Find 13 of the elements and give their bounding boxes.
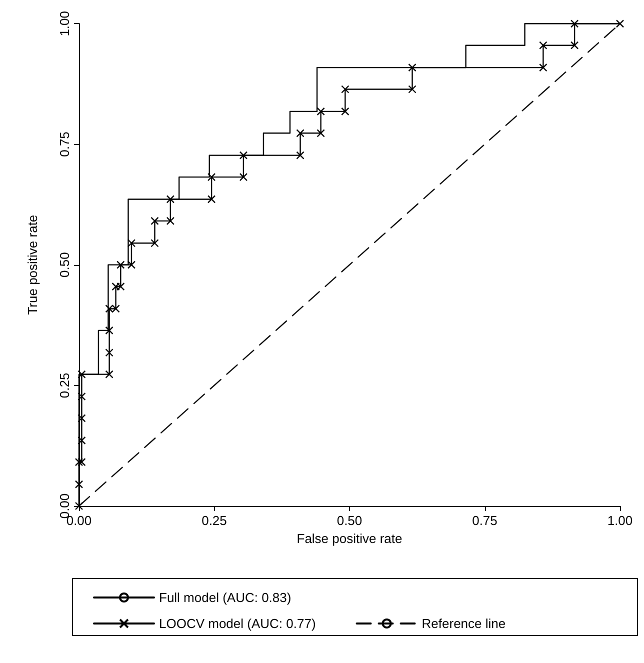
x-axis-title: False positive rate <box>296 530 402 546</box>
y-tick-label: 1.00 <box>57 10 72 36</box>
legend-label: LOOCV model (AUC: 0.77) <box>159 616 316 631</box>
y-tick-label: 0.25 <box>57 372 72 398</box>
y-tick-label: 0.75 <box>57 132 72 157</box>
y-axis-title: True positive rate <box>25 214 40 315</box>
x-tick-label: 1.00 <box>607 513 633 528</box>
x-tick-label: 0.75 <box>472 513 498 528</box>
legend-label: Reference line <box>422 616 506 631</box>
x-tick-label: 0.50 <box>336 513 362 528</box>
x-tick-label: 0.25 <box>202 513 227 528</box>
y-tick-label: 0.50 <box>57 252 72 278</box>
legend-label: Full model (AUC: 0.83) <box>159 590 292 605</box>
